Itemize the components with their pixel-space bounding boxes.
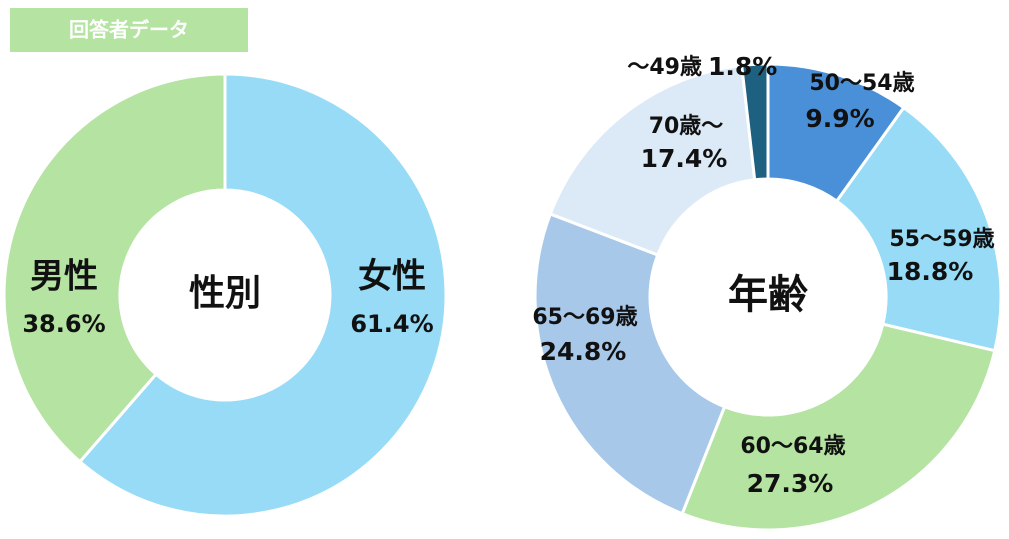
chart-title: 性別 <box>189 273 261 314</box>
donut-segment <box>548 63 757 257</box>
value-label: 17.4% <box>641 144 728 173</box>
category-label: 60～64歳 <box>740 434 845 459</box>
category-label: 55～59歳 <box>889 227 994 252</box>
value-label: 9.9% <box>805 104 874 133</box>
donut-segment <box>2 72 227 464</box>
donut-segment <box>77 72 448 518</box>
header-title: 回答者データ <box>69 18 189 42</box>
value-label: 18.8% <box>887 257 974 286</box>
category-label: ～49歳 <box>627 55 702 80</box>
value-label: 27.3% <box>747 469 834 498</box>
chart-title: 年齢 <box>728 272 808 318</box>
header-badge <box>10 8 248 52</box>
category-label: 女性 <box>358 257 426 297</box>
category-label: 70歳～ <box>649 114 724 139</box>
donut-segment <box>834 105 1003 353</box>
value-label: 38.6% <box>22 310 105 338</box>
category-label: 65～69歳 <box>532 305 637 330</box>
category-label: 男性 <box>30 257 98 297</box>
value-label: 24.8% <box>540 337 627 366</box>
donut-segment <box>680 322 997 532</box>
value-label: 61.4% <box>350 310 433 338</box>
value-label: 1.8% <box>708 52 777 81</box>
donut-segment <box>533 212 727 516</box>
donut-segment <box>740 62 770 182</box>
category-label: 50～54歳 <box>809 71 914 96</box>
